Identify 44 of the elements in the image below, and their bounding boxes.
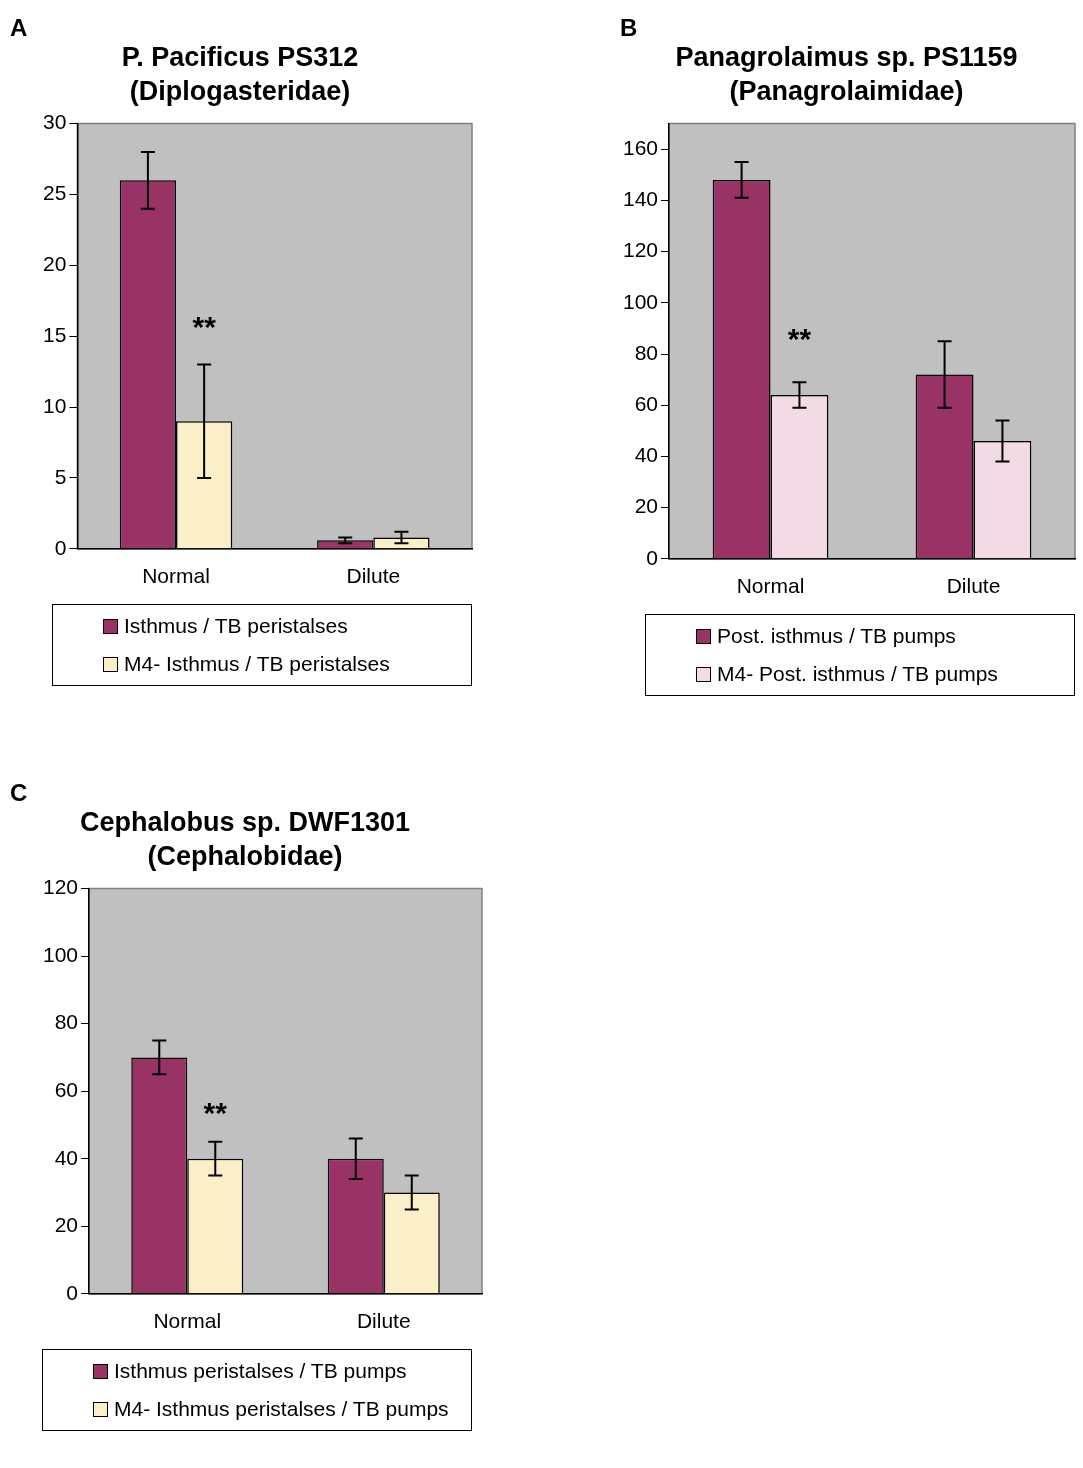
chart-title: P. Pacificus PS312 (Diplogasteridae) — [120, 41, 360, 108]
chart-title: Panagrolaimus sp. PS1159 (Panagrolaimidae) — [674, 41, 1019, 108]
y-tick-label: 20 — [634, 494, 659, 518]
y-tick-label: 160 — [622, 136, 659, 159]
legend-label: M4- Isthmus peristalses / TB pumps — [114, 1397, 449, 1420]
y-tick-label: 100 — [42, 942, 79, 966]
legend-label: M4- Post. isthmus / TB pumps — [717, 662, 998, 685]
x-tick-label: Dilute — [946, 574, 1001, 598]
y-tick-label: 120 — [42, 875, 79, 899]
annotation: ** — [787, 322, 812, 356]
text: B — [620, 14, 638, 42]
y-tick-label: 0 — [54, 535, 67, 559]
legend-label: Isthmus peristalses / TB pumps — [114, 1359, 407, 1382]
y-tick-label: 15 — [43, 323, 67, 346]
legend-label: M4- Isthmus / TB peristalses — [124, 652, 390, 675]
x-tick-label: Dilute — [356, 1309, 411, 1333]
y-tick-label: 0 — [66, 1280, 79, 1304]
x-tick-label: Dilute — [346, 564, 401, 588]
annotation: ** — [203, 1096, 228, 1130]
y-tick-label: 80 — [54, 1010, 79, 1034]
annotation: ** — [192, 310, 217, 344]
chart-title: Cephalobus sp. DWF1301 (Cephalobidae) — [78, 806, 412, 873]
x-tick-label: Normal — [142, 564, 210, 588]
y-tick-label: 10 — [43, 393, 67, 417]
y-tick-label: 40 — [54, 1145, 79, 1169]
x-tick-label: Normal — [153, 1309, 222, 1333]
legend-label: Post. isthmus / TB pumps — [717, 624, 956, 647]
y-tick-label: 100 — [622, 289, 659, 313]
text: A — [10, 14, 28, 42]
y-tick-label: 20 — [54, 1213, 79, 1237]
y-tick-label: 5 — [54, 464, 67, 488]
y-tick-label: 60 — [634, 392, 659, 415]
x-tick-label: Normal — [736, 574, 805, 598]
legend-label: Isthmus / TB peristalses — [124, 614, 348, 637]
y-tick-label: 25 — [43, 181, 67, 205]
y-tick-label: 80 — [634, 340, 659, 364]
y-tick-label: 120 — [622, 238, 659, 262]
y-tick-label: 60 — [54, 1078, 79, 1101]
text: C — [10, 779, 28, 807]
y-tick-label: 140 — [622, 187, 659, 211]
y-tick-label: 40 — [634, 443, 659, 467]
y-tick-label: 0 — [646, 545, 659, 569]
y-tick-label: 20 — [43, 252, 67, 276]
y-tick-label: 30 — [43, 110, 67, 134]
